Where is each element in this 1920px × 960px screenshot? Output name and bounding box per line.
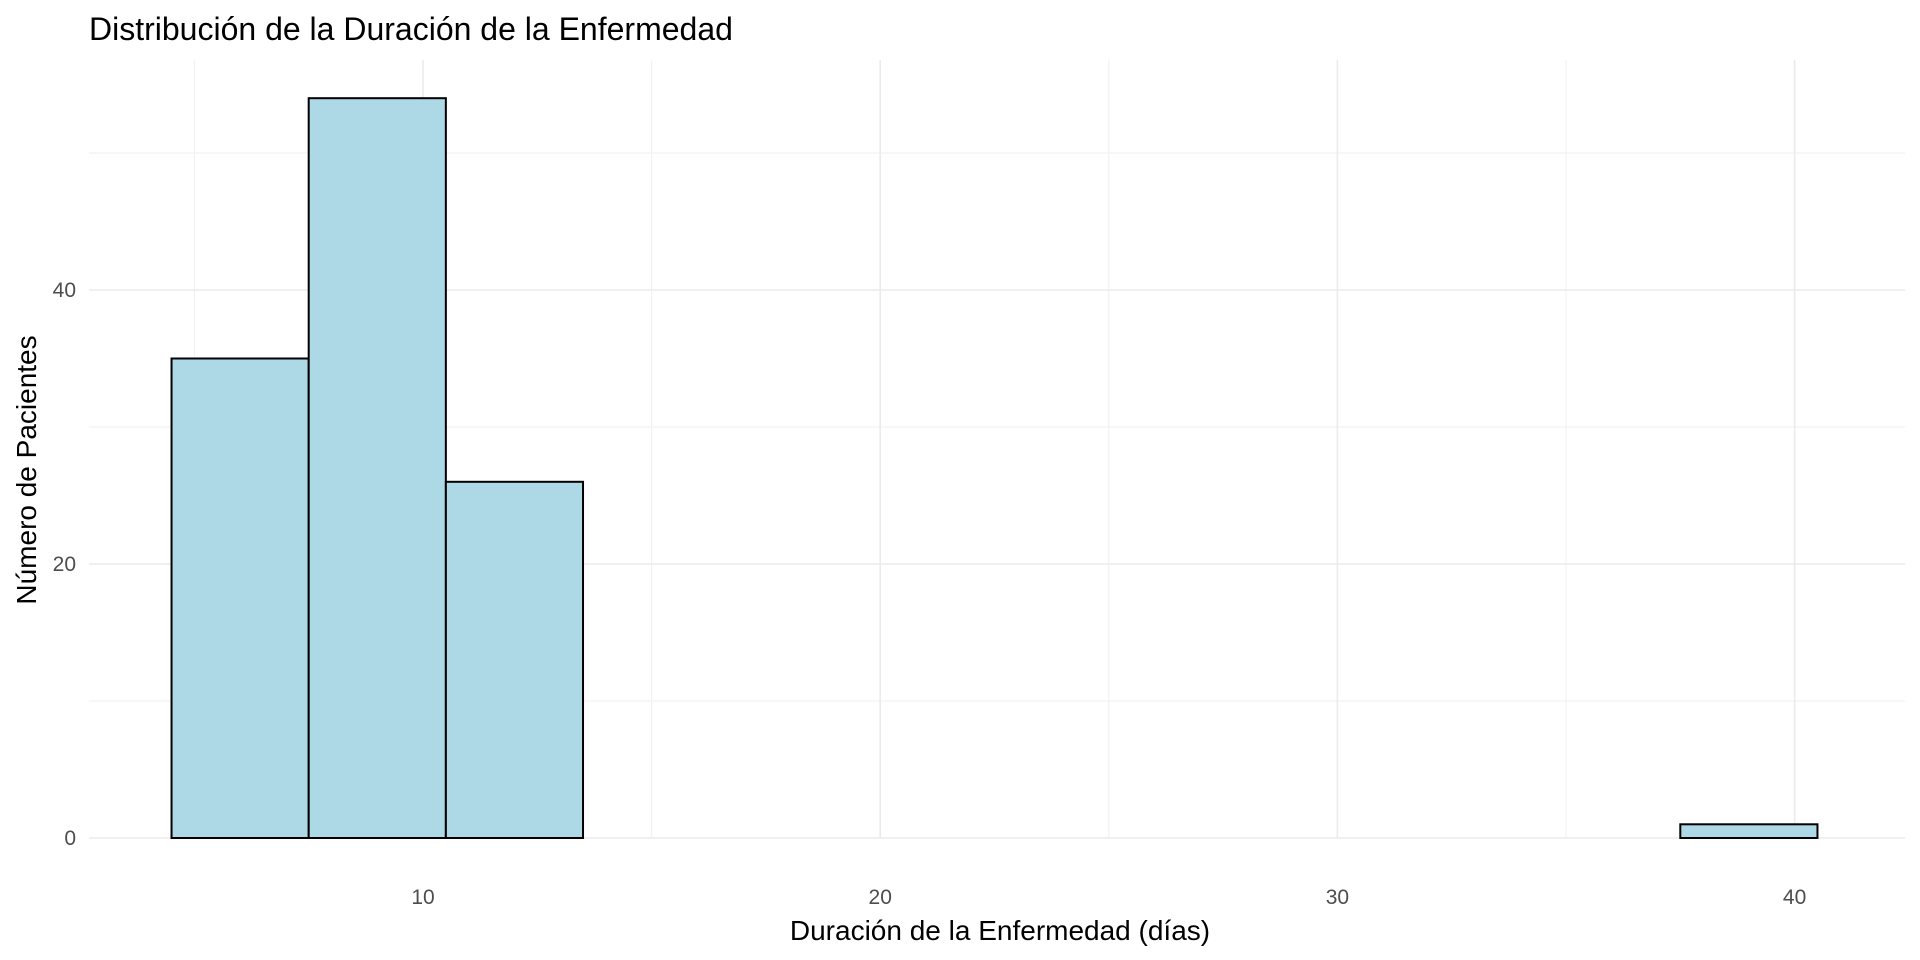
y-tick-label: 0 xyxy=(64,827,76,850)
chart-title: Distribución de la Duración de la Enferm… xyxy=(89,11,733,47)
y-axis-title: Número de Pacientes xyxy=(11,335,42,604)
x-tick-label: 40 xyxy=(1783,886,1806,909)
histogram-bar xyxy=(307,97,447,839)
x-tick-label: 10 xyxy=(411,886,434,909)
histogram-bar xyxy=(444,480,585,839)
y-tick-label: 20 xyxy=(53,553,76,576)
histogram-bar xyxy=(170,357,310,839)
y-tick-label: 40 xyxy=(53,279,76,302)
x-tick-label: 30 xyxy=(1326,886,1349,909)
histogram-bars xyxy=(170,97,1819,839)
histogram-bar xyxy=(1679,823,1819,839)
x-axis-title: Duración de la Enfermedad (días) xyxy=(790,915,1210,946)
x-tick-label: 20 xyxy=(869,886,892,909)
tick-labels: 10 20 30 40 0 20 40 xyxy=(53,279,1807,909)
